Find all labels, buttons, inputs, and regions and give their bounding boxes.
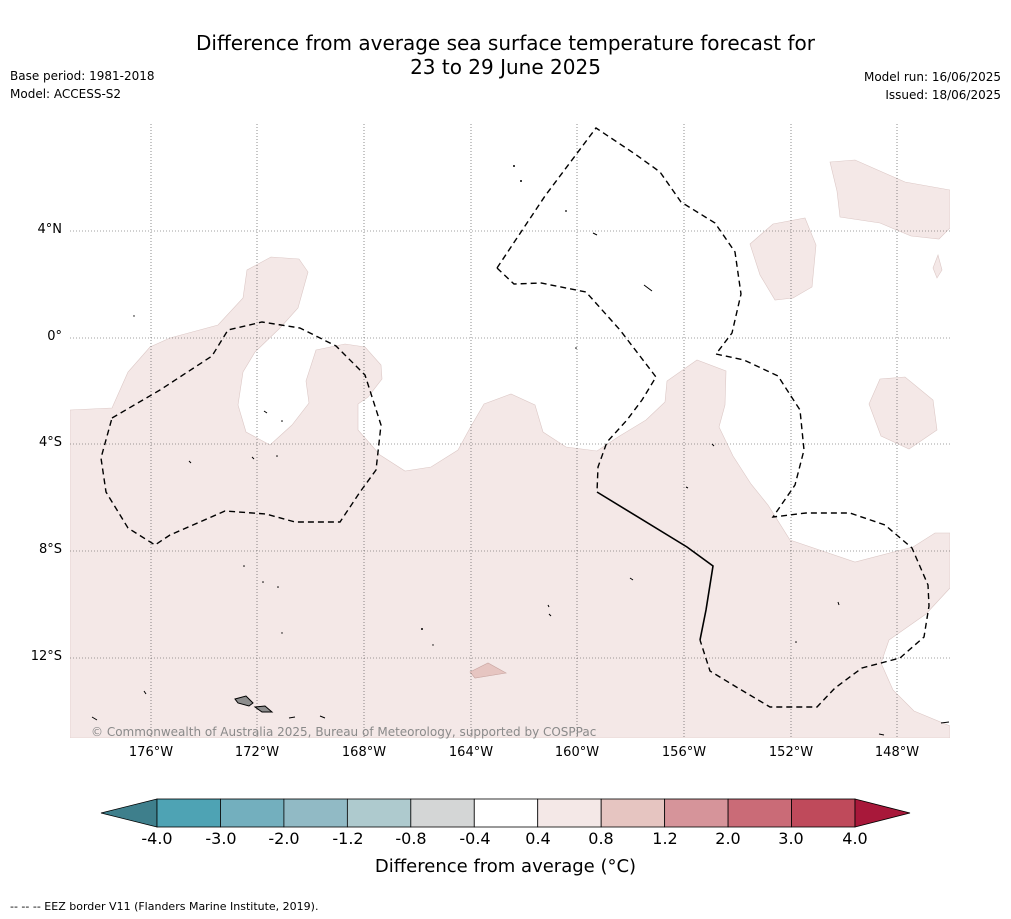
anomaly-patch-n: [749, 217, 817, 301]
colorbar-segment: [537, 798, 602, 828]
island-north-1: [592, 232, 653, 292]
lat-label-12s: 12°S: [30, 649, 62, 664]
colorbar-tick: 3.0: [778, 829, 804, 848]
model-run: Model run: 16/06/2025: [863, 70, 1001, 84]
anomaly-region-main: [70, 256, 950, 738]
island-medium: [253, 705, 274, 713]
lon-label-160w: 160°W: [554, 745, 600, 760]
colorbar-extend-high: [854, 798, 911, 828]
model-name: Model: ACCESS-S2: [10, 87, 122, 101]
colorbar-segment: [346, 798, 412, 828]
lat-label-equator: 0°: [47, 329, 62, 344]
eez-north: [496, 127, 742, 355]
colorbar-segment: [727, 798, 792, 828]
lon-label-164w: 164°W: [448, 745, 494, 760]
lon-label-156w: 156°W: [661, 745, 707, 760]
map-plot-area: [70, 124, 950, 738]
colorbar-tick: 4.0: [842, 829, 868, 848]
map-title: Difference from average sea surface temp…: [0, 31, 1011, 79]
colorbar-segment: [220, 798, 285, 828]
colorbar-tick: -0.8: [395, 829, 427, 848]
colorbar-tick: -0.4: [459, 829, 491, 848]
graticule: [70, 124, 950, 738]
island-large: [234, 695, 254, 707]
lon-label-176w: 176°W: [128, 745, 174, 760]
colorbar-segment: [156, 798, 221, 828]
meta-left: Base period: 1981-2018 Model: ACCESS-S2: [10, 67, 155, 103]
anomaly-patch-e: [868, 376, 938, 450]
meta-right: Model run: 16/06/2025 Issued: 18/06/2025: [864, 68, 1001, 104]
lon-label-152w: 152°W: [768, 745, 814, 760]
colorbar-segment: [283, 798, 348, 828]
islets: [133, 165, 797, 646]
colorbar-label: Difference from average (°C): [374, 856, 637, 877]
colorbar-tick: 1.2: [652, 829, 678, 848]
colorbar-tick: -4.0: [141, 829, 173, 848]
colorbar-tick: 0.8: [588, 829, 614, 848]
title-line-2: 23 to 29 June 2025: [410, 55, 601, 79]
base-period: Base period: 1981-2018: [10, 69, 155, 83]
island-south-1: [547, 577, 634, 617]
eez-borders: [100, 127, 930, 708]
lat-label-4s: 4°S: [38, 435, 62, 450]
lon-label-168w: 168°W: [341, 745, 387, 760]
anomaly-patch-ne: [829, 159, 950, 240]
eez-footnote: -- -- -- EEZ border V11 (Flanders Marine…: [10, 900, 319, 913]
issued-date: Issued: 18/06/2025: [885, 88, 1001, 102]
eez-solid-boundary: [596, 491, 714, 641]
colorbar-tick: -3.0: [205, 829, 237, 848]
colorbar-segment: [410, 798, 475, 828]
colorbar-tick: 2.0: [715, 829, 741, 848]
colorbar-segment: [791, 798, 856, 828]
lon-label-148w: 148°W: [874, 745, 920, 760]
lat-label-4n: 4°N: [37, 222, 63, 237]
colorbar: [100, 798, 911, 828]
anomaly-patch-warm: [469, 662, 507, 679]
copyright-notice: © Commonwealth of Australia 2025, Bureau…: [91, 725, 597, 739]
colorbar-tick: -1.2: [332, 829, 364, 848]
island-west-1: [91, 410, 326, 721]
colorbar-tick: 0.4: [525, 829, 551, 848]
islands: [91, 232, 950, 736]
colorbar-segments: [100, 798, 911, 828]
lat-label-8s: 8°S: [38, 542, 62, 557]
colorbar-tick: -2.0: [268, 829, 300, 848]
island-east-1: [685, 443, 950, 736]
colorbar-segment: [664, 798, 729, 828]
anomaly-patch-sliver: [932, 254, 943, 279]
colorbar-segment: [600, 798, 666, 828]
title-line-1: Difference from average sea surface temp…: [195, 31, 815, 55]
colorbar-segment: [473, 798, 539, 828]
lon-label-172w: 172°W: [234, 745, 280, 760]
eez-central: [496, 267, 657, 493]
colorbar-extend-low: [100, 798, 158, 828]
eez-east: [699, 353, 930, 708]
